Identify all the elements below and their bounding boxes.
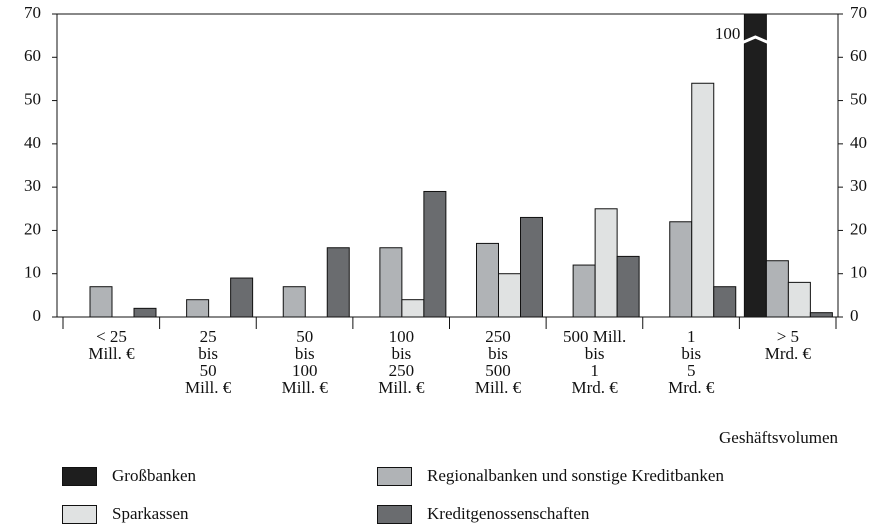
axis-break — [740, 35, 770, 45]
y-tick-label: 60 — [24, 46, 41, 65]
value-label: 100 — [715, 24, 741, 43]
y2-tick-label: 50 — [850, 89, 867, 108]
legend-swatch — [377, 467, 412, 486]
x-tick-label: 1 bis 5 Mrd. € — [668, 327, 715, 397]
x-tick-label: 250 bis 500 Mill. € — [474, 327, 522, 397]
bar — [498, 273, 521, 318]
y2-tick-label: 0 — [850, 306, 859, 325]
bar — [89, 286, 113, 318]
x-tick-label: 50 bis 100 Mill. € — [281, 327, 328, 397]
x-axis-label: Geshäftsvolumen — [719, 428, 838, 447]
x-tick-label: < 25 Mill. € — [88, 327, 135, 363]
y-tick-label: 20 — [24, 219, 41, 238]
bar — [669, 221, 693, 318]
bar — [379, 247, 403, 318]
bar — [594, 208, 618, 318]
y-tick-label: 10 — [24, 263, 41, 282]
bar — [476, 242, 499, 318]
legend-label: Regionalbanken und sonstige Kreditbanken — [427, 466, 724, 485]
legend-swatch — [62, 505, 97, 524]
bar — [423, 190, 447, 318]
y2-tick-label: 70 — [850, 3, 867, 22]
y2-tick-label: 10 — [850, 263, 867, 282]
y-tick-label: 50 — [24, 89, 41, 108]
x-tick-label: > 5 Mrd. € — [764, 327, 812, 363]
y2-tick-label: 40 — [850, 133, 867, 152]
legend-label: Kreditgenossenschaften — [427, 504, 590, 523]
legend-label: Sparkassen — [112, 504, 189, 523]
y-tick-label: 40 — [24, 133, 41, 152]
bar — [401, 299, 425, 318]
y-tick-label: 0 — [33, 306, 42, 325]
bar — [743, 14, 767, 318]
x-tick-label: 25 bis 50 Mill. € — [184, 327, 232, 397]
bar — [809, 312, 833, 318]
bar — [691, 82, 715, 318]
bar — [282, 286, 306, 318]
bar — [186, 299, 210, 318]
y-tick-label: 70 — [24, 3, 41, 22]
bar — [572, 264, 596, 318]
bar — [133, 307, 157, 318]
bar — [713, 286, 737, 318]
y2-tick-label: 30 — [850, 176, 867, 195]
bar — [230, 277, 254, 318]
bar — [616, 255, 640, 318]
legend-label: Großbanken — [112, 466, 197, 485]
y-tick-label: 30 — [24, 176, 41, 195]
bar — [765, 260, 789, 318]
y2-tick-label: 60 — [850, 46, 867, 65]
y2-tick-label: 20 — [850, 219, 867, 238]
legend-swatch — [62, 467, 97, 486]
x-tick-label: 100 bis 250 Mill. € — [378, 327, 425, 397]
bar — [326, 247, 350, 318]
bar — [787, 281, 811, 318]
legend-swatch — [377, 505, 412, 524]
bar — [520, 216, 543, 318]
x-tick-label: 500 Mill. bis 1 Mrd. € — [562, 327, 627, 397]
